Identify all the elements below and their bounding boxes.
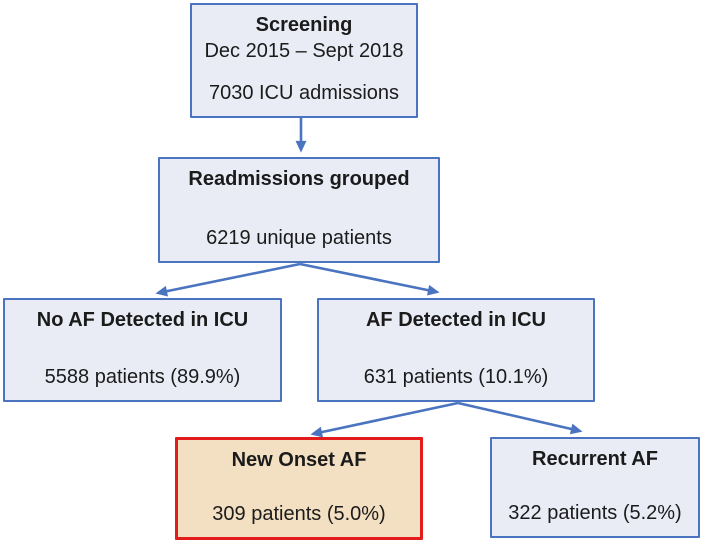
node-value: 631 patients (10.1%) bbox=[363, 366, 549, 388]
arrow-af-to-new-onset bbox=[310, 401, 459, 438]
node-title: Readmissions grouped bbox=[188, 168, 410, 190]
arrow-readmissions-to-no-af bbox=[155, 262, 301, 297]
node-recurrent-af: Recurrent AF 322 patients (5.2%) bbox=[490, 437, 700, 538]
node-no-af-detected: No AF Detected in ICU 5588 patients (89.… bbox=[3, 298, 282, 402]
node-title: No AF Detected in ICU bbox=[36, 309, 249, 331]
node-value: 7030 ICU admissions bbox=[208, 82, 400, 104]
node-subtitle: Dec 2015 – Sept 2018 bbox=[204, 40, 404, 62]
node-af-detected: AF Detected in ICU 631 patients (10.1%) bbox=[317, 298, 595, 402]
node-title: New Onset AF bbox=[231, 449, 367, 471]
node-value: 322 patients (5.2%) bbox=[508, 502, 682, 524]
node-title: Recurrent AF bbox=[532, 448, 658, 470]
node-readmissions-grouped: Readmissions grouped 6219 unique patient… bbox=[158, 157, 440, 263]
node-new-onset-af: New Onset AF 309 patients (5.0%) bbox=[175, 437, 423, 540]
arrow-af-to-recurrent bbox=[457, 401, 583, 435]
node-value: 5588 patients (89.9%) bbox=[44, 366, 241, 388]
node-value: 309 patients (5.0%) bbox=[212, 503, 386, 525]
node-title: AF Detected in ICU bbox=[365, 309, 547, 331]
node-screening: Screening Dec 2015 – Sept 2018 7030 ICU … bbox=[190, 3, 418, 118]
node-screening-header: Screening Dec 2015 – Sept 2018 bbox=[198, 12, 410, 64]
arrow-readmissions-to-af bbox=[299, 262, 440, 296]
node-title: Screening bbox=[255, 14, 353, 36]
node-value: 6219 unique patients bbox=[206, 227, 392, 249]
